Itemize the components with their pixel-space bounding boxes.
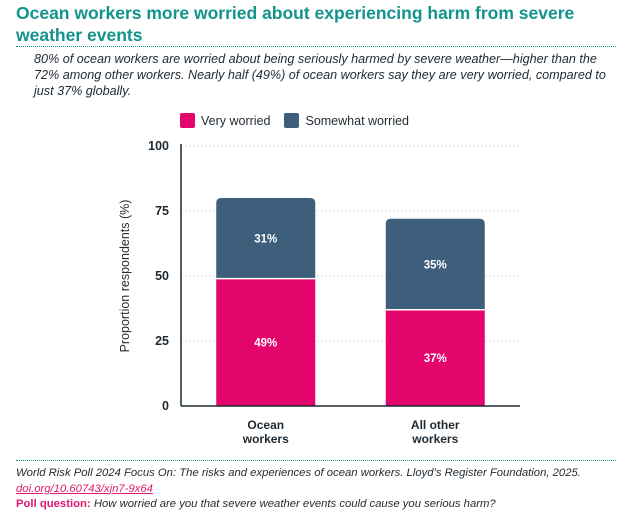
- legend-label-somewhat-worried: Somewhat worried: [305, 113, 409, 128]
- y-axis-title: Proportion respondents (%): [118, 200, 132, 353]
- y-tick-label: 0: [162, 399, 169, 413]
- data-label: 49%: [254, 337, 277, 349]
- bar-segment: [385, 218, 485, 310]
- poll-question: How worried are you that severe weather …: [93, 498, 496, 510]
- chart-title: Ocean workers more worried about experie…: [16, 3, 575, 45]
- x-tick-label: workers: [242, 432, 289, 446]
- x-tick-label: workers: [411, 432, 458, 446]
- y-tick-label: 50: [155, 269, 169, 283]
- stacked-bar-chart: 0 25 50 75 100 Proportion respondents (%) 49% 3…: [118, 139, 520, 446]
- chart-subtitle: 80% of ocean workers are worried about b…: [34, 52, 606, 98]
- footer-divider: [16, 460, 616, 461]
- legend-swatch-somewhat-worried: [284, 113, 300, 128]
- data-label: 37%: [424, 353, 447, 365]
- doi-link[interactable]: doi.org/10.60743/xjn7-9x64: [16, 482, 153, 495]
- data-label: 31%: [254, 233, 277, 245]
- legend-label-very-worried: Very worried: [201, 113, 271, 128]
- legend-swatch-very-worried: [180, 113, 195, 128]
- bar-segment: [216, 278, 316, 406]
- bar-segment: [216, 198, 316, 279]
- y-tick-label: 100: [148, 139, 169, 153]
- citation: World Risk Poll 2024 Focus On: The risks…: [16, 467, 581, 479]
- bar-segment: [385, 309, 485, 406]
- legend: Very worried Somewhat worried: [180, 113, 423, 128]
- footer: World Risk Poll 2024 Focus On: The risks…: [16, 466, 624, 513]
- title-divider: [16, 46, 616, 47]
- y-tick-label: 25: [155, 334, 169, 348]
- x-tick-label: Ocean: [247, 418, 284, 432]
- y-tick-label: 75: [155, 204, 169, 218]
- poll-question-label: Poll question:: [16, 498, 91, 510]
- legend-item-somewhat-worried: Somewhat worried: [284, 113, 409, 128]
- x-tick-label: All other: [411, 418, 460, 432]
- legend-item-very-worried: Very worried: [180, 113, 270, 128]
- data-label: 35%: [424, 259, 447, 271]
